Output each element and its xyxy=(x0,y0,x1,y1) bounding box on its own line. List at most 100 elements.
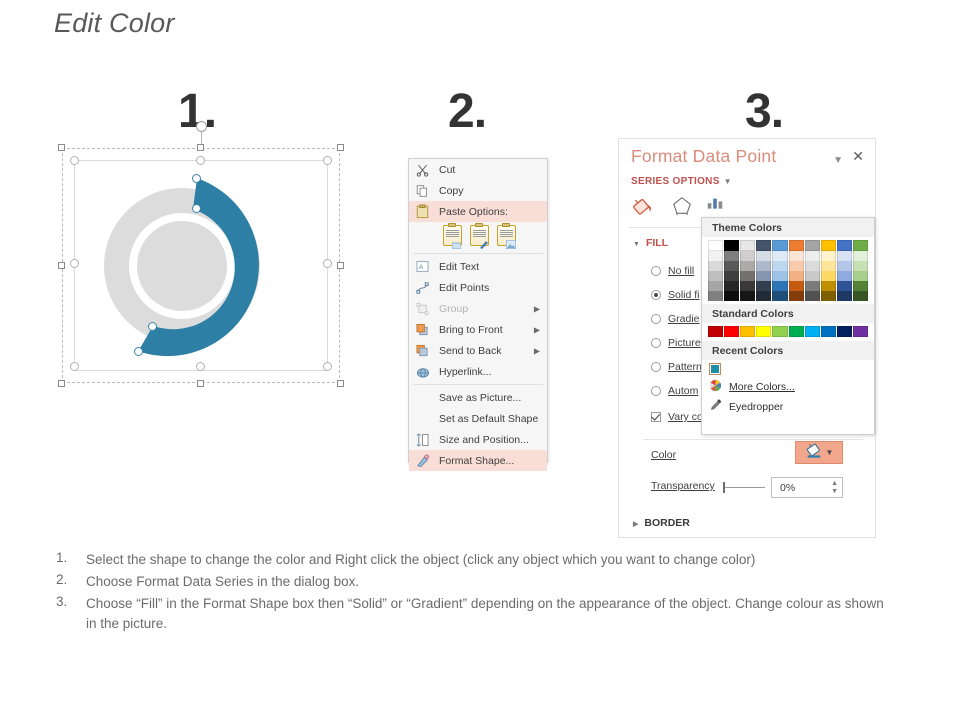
theme-color-swatch[interactable] xyxy=(772,281,788,291)
standard-color-swatch[interactable] xyxy=(772,326,788,337)
series-options-header[interactable]: SERIES OPTIONS ▼ xyxy=(631,176,732,187)
paste-options-row[interactable] xyxy=(409,222,547,251)
theme-color-swatch[interactable] xyxy=(756,251,772,261)
point-handle-bottom-outer[interactable] xyxy=(134,347,143,356)
theme-color-swatch[interactable] xyxy=(740,271,756,281)
standard-colors-row[interactable] xyxy=(702,323,874,341)
theme-color-swatch[interactable] xyxy=(852,251,868,261)
inner-handle-se[interactable] xyxy=(323,362,332,371)
theme-color-swatch[interactable] xyxy=(820,281,836,291)
theme-color-swatch[interactable] xyxy=(836,251,852,261)
menu-item-bring-to-front[interactable]: Bring to Front ▶ xyxy=(409,319,547,340)
theme-color-swatch[interactable] xyxy=(820,291,836,301)
spinner-up-icon[interactable]: ▲ xyxy=(831,480,838,487)
standard-color-swatch[interactable] xyxy=(804,326,820,337)
point-handle-bottom-inner[interactable] xyxy=(148,322,157,331)
theme-color-swatch[interactable] xyxy=(852,291,868,301)
close-icon[interactable]: ✕ xyxy=(852,148,864,164)
theme-color-swatch[interactable] xyxy=(724,271,740,281)
context-menu[interactable]: Cut Copy Paste Options: A Edit Text xyxy=(408,158,548,471)
transparency-slider-track[interactable] xyxy=(725,487,765,488)
fill-color-button[interactable]: ▼ xyxy=(795,441,843,464)
theme-color-swatch[interactable] xyxy=(740,251,756,261)
theme-color-swatch[interactable] xyxy=(708,281,724,291)
theme-color-swatch[interactable] xyxy=(756,281,772,291)
theme-color-swatch[interactable] xyxy=(724,240,740,251)
theme-color-swatch[interactable] xyxy=(852,261,868,271)
menu-item-hyperlink[interactable]: Hyperlink... xyxy=(409,361,547,382)
theme-color-swatch[interactable] xyxy=(724,291,740,301)
theme-color-swatch[interactable] xyxy=(804,291,820,301)
inner-handle-ne[interactable] xyxy=(323,156,332,165)
recent-colors-row[interactable] xyxy=(702,360,874,377)
menu-item-cut[interactable]: Cut xyxy=(409,159,547,180)
theme-color-variant-row[interactable] xyxy=(702,261,874,271)
theme-color-swatch[interactable] xyxy=(820,261,836,271)
theme-color-swatch[interactable] xyxy=(836,291,852,301)
theme-color-swatch[interactable] xyxy=(788,251,804,261)
rotation-handle[interactable] xyxy=(196,121,207,132)
standard-color-swatch[interactable] xyxy=(836,326,852,337)
theme-color-swatch[interactable] xyxy=(804,251,820,261)
paste-picture-icon[interactable] xyxy=(497,223,517,250)
resize-handle-ne[interactable] xyxy=(337,144,344,151)
theme-color-swatch[interactable] xyxy=(724,251,740,261)
theme-color-swatch[interactable] xyxy=(708,291,724,301)
theme-color-swatch[interactable] xyxy=(740,281,756,291)
radio-solid-fill[interactable]: Solid fi xyxy=(651,289,700,301)
fill-section-header[interactable]: ▼ FILL xyxy=(633,237,668,249)
inner-handle-w[interactable] xyxy=(70,259,79,268)
theme-color-swatch[interactable] xyxy=(788,261,804,271)
theme-color-swatch[interactable] xyxy=(740,240,756,251)
resize-handle-nw[interactable] xyxy=(58,144,65,151)
inner-handle-nw[interactable] xyxy=(70,156,79,165)
theme-color-swatch[interactable] xyxy=(708,240,724,251)
theme-color-swatch[interactable] xyxy=(708,261,724,271)
theme-color-swatch[interactable] xyxy=(788,291,804,301)
theme-color-swatch[interactable] xyxy=(820,240,836,251)
theme-color-swatch[interactable] xyxy=(772,251,788,261)
recent-color-swatch[interactable] xyxy=(709,363,721,375)
chevron-down-icon[interactable]: ▼ xyxy=(825,448,834,457)
radio-automatic-fill[interactable]: Autom xyxy=(651,385,698,397)
theme-color-swatch[interactable] xyxy=(820,271,836,281)
theme-colors-variants[interactable] xyxy=(702,251,874,301)
standard-color-swatch[interactable] xyxy=(756,326,772,337)
theme-color-swatch[interactable] xyxy=(756,291,772,301)
paste-use-destination-theme-icon[interactable] xyxy=(470,223,489,249)
color-picker-popup[interactable]: Theme Colors Standard Colors Recent Colo… xyxy=(701,217,875,435)
series-chart-icon[interactable] xyxy=(705,195,725,220)
donut-chart[interactable] xyxy=(74,160,328,371)
radio-pattern-fill[interactable]: Pattern xyxy=(651,361,702,373)
theme-color-swatch[interactable] xyxy=(740,291,756,301)
menu-item-format-shape[interactable]: Format Shape... xyxy=(409,450,547,471)
theme-color-swatch[interactable] xyxy=(772,291,788,301)
standard-color-swatch[interactable] xyxy=(724,326,740,337)
border-section-header[interactable]: ▶ BORDER xyxy=(633,517,690,529)
resize-handle-e[interactable] xyxy=(337,262,344,269)
paste-keep-source-formatting-icon[interactable] xyxy=(443,223,462,250)
resize-handle-n[interactable] xyxy=(197,144,204,151)
standard-color-swatch[interactable] xyxy=(820,326,836,337)
resize-handle-s[interactable] xyxy=(197,380,204,387)
inner-handle-sw[interactable] xyxy=(70,362,79,371)
theme-color-swatch[interactable] xyxy=(756,261,772,271)
more-colors-item[interactable]: More Colors... xyxy=(702,377,874,397)
theme-color-swatch[interactable] xyxy=(788,240,804,251)
chevron-down-icon[interactable]: ▼ xyxy=(833,155,843,166)
theme-color-swatch[interactable] xyxy=(804,271,820,281)
theme-color-swatch[interactable] xyxy=(804,261,820,271)
theme-color-swatch[interactable] xyxy=(756,240,772,251)
radio-gradient-fill[interactable]: Gradie xyxy=(651,313,700,325)
inner-handle-s[interactable] xyxy=(196,362,205,371)
theme-color-swatch[interactable] xyxy=(772,271,788,281)
theme-color-swatch[interactable] xyxy=(804,281,820,291)
theme-color-variant-row[interactable] xyxy=(702,281,874,291)
standard-color-swatch[interactable] xyxy=(708,326,724,337)
menu-item-set-as-default-shape[interactable]: Set as Default Shape xyxy=(409,408,547,429)
theme-color-swatch[interactable] xyxy=(836,240,852,251)
theme-color-swatch[interactable] xyxy=(708,251,724,261)
theme-color-variant-row[interactable] xyxy=(702,251,874,261)
resize-handle-w[interactable] xyxy=(58,262,65,269)
theme-color-swatch[interactable] xyxy=(852,271,868,281)
